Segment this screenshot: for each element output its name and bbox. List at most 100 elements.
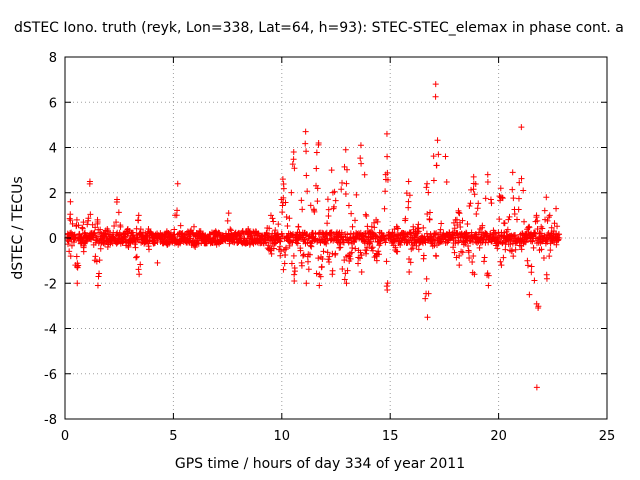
data-point [459, 217, 466, 224]
data-point [154, 230, 161, 237]
data-point [290, 156, 297, 163]
data-point [540, 255, 547, 262]
data-point [124, 225, 131, 232]
data-point [280, 266, 287, 273]
data-point [425, 290, 432, 297]
data-point [474, 205, 481, 212]
data-point [497, 185, 504, 192]
data-point [328, 167, 335, 174]
data-point [357, 142, 364, 149]
data-point [484, 179, 491, 186]
data-point [423, 184, 430, 191]
data-point [80, 219, 87, 226]
y-axis-label: dSTEC / TECUs [10, 176, 26, 280]
data-point [513, 239, 520, 246]
data-point [432, 93, 439, 100]
data-point [341, 276, 348, 283]
data-point [544, 217, 551, 224]
data-point [305, 258, 312, 265]
data-point [437, 239, 444, 246]
x-tick-label: 10 [274, 429, 291, 444]
data-point [133, 254, 140, 261]
data-point [528, 269, 535, 276]
data-point [266, 225, 273, 232]
data-point [405, 178, 412, 185]
data-point [358, 252, 365, 259]
axis-ticks: 0 5 10 15 20 25 -8 -6 -4 -2 0 2 4 6 8 [44, 51, 615, 444]
data-point [445, 237, 452, 244]
data-point [331, 188, 338, 195]
data-point [471, 191, 478, 198]
data-point [290, 149, 297, 156]
data-point [297, 247, 304, 254]
data-point [66, 215, 73, 222]
data-point [373, 216, 380, 223]
data-point [326, 259, 333, 266]
data-point [298, 262, 305, 269]
data-point [280, 194, 287, 201]
data-point [424, 314, 431, 321]
data-point [535, 303, 542, 310]
data-point [290, 252, 297, 259]
data-point [353, 191, 360, 198]
data-point [499, 239, 506, 246]
data-point [352, 245, 359, 252]
data-point [409, 245, 416, 252]
data-point [85, 215, 92, 222]
data-point [93, 258, 100, 265]
data-point [344, 231, 351, 238]
data-point [115, 209, 122, 216]
data-point [91, 229, 98, 236]
data-point [135, 217, 142, 224]
data-point [137, 226, 144, 233]
data-point [467, 200, 474, 207]
data-point [465, 249, 472, 256]
data-point [479, 222, 486, 229]
data-point [432, 81, 439, 88]
data-point [344, 267, 351, 274]
data-point [279, 202, 286, 209]
data-point [314, 185, 321, 192]
data-point [313, 165, 320, 172]
data-point [332, 197, 339, 204]
data-point [80, 248, 87, 255]
data-point [75, 222, 82, 229]
data-point [337, 244, 344, 251]
data-point [466, 202, 473, 209]
data-point [133, 253, 140, 260]
data-point [384, 153, 391, 160]
data-point [383, 130, 390, 137]
data-point [163, 228, 170, 235]
data-point [470, 252, 477, 259]
x-tick-label: 0 [61, 429, 69, 444]
data-point [305, 266, 312, 273]
data-point [515, 195, 522, 202]
data-point [303, 148, 310, 155]
data-point [424, 180, 431, 187]
data-point [373, 257, 380, 264]
data-point [469, 259, 476, 266]
data-point [320, 248, 327, 255]
data-point [526, 291, 533, 298]
data-point [471, 271, 478, 278]
data-point [69, 220, 76, 227]
data-point [278, 248, 285, 255]
data-point [332, 250, 339, 257]
data-point [512, 246, 519, 253]
data-point [472, 181, 479, 188]
data-point [306, 251, 313, 258]
data-point [516, 179, 523, 186]
data-point [303, 280, 310, 287]
data-point [279, 176, 286, 183]
data-point [288, 189, 295, 196]
data-point [67, 253, 74, 260]
data-point [394, 248, 401, 255]
data-point [280, 185, 287, 192]
data-point [89, 221, 96, 228]
data-point [430, 177, 437, 184]
data-point [466, 254, 473, 261]
data-point [541, 207, 548, 214]
data-point [131, 235, 138, 242]
data-point [174, 180, 181, 187]
data-point [286, 237, 293, 244]
